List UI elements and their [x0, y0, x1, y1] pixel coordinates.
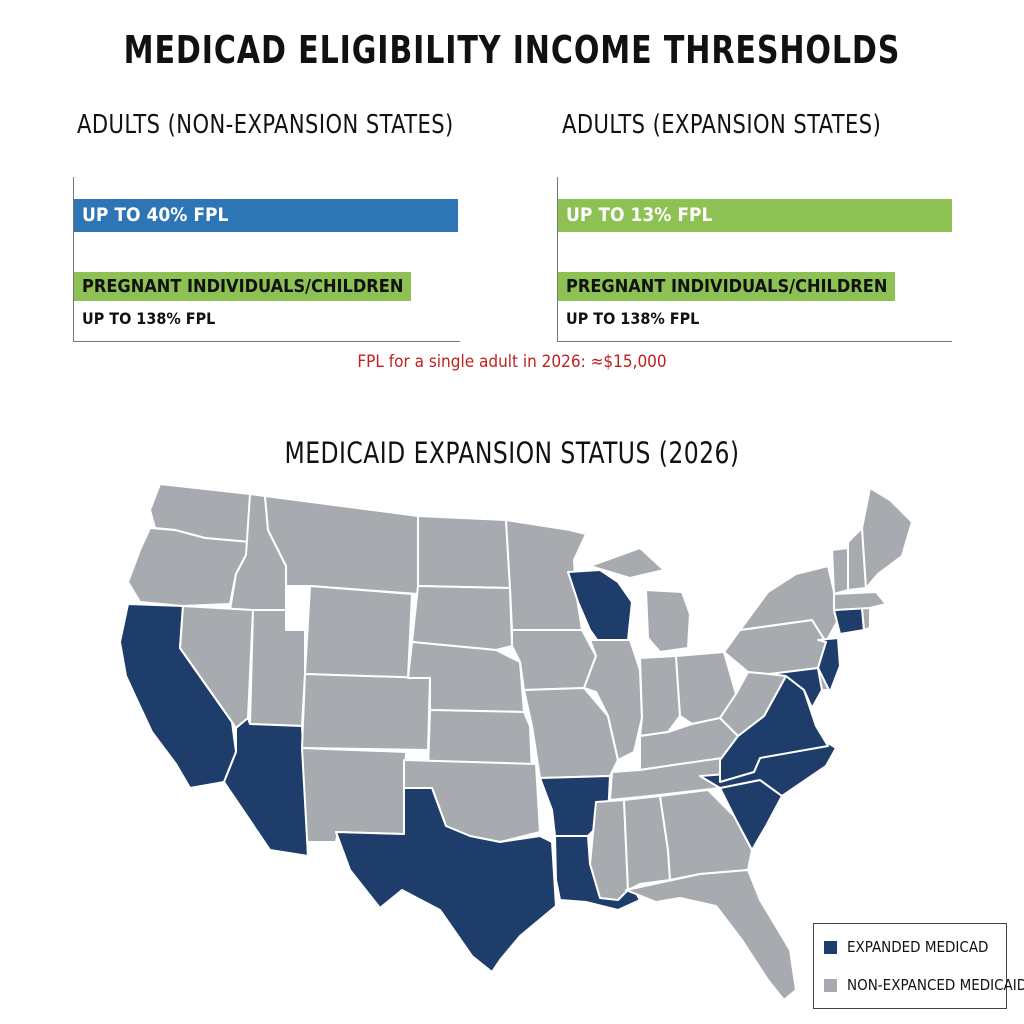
- state-il: [583, 639, 643, 761]
- state-ri: [861, 607, 871, 631]
- left-threshold-panel: UP TO 40% FPL PREGNANT INDIVIDUALS/CHILD…: [73, 177, 460, 342]
- state-mt: [264, 495, 419, 595]
- right-pregnant-children-label: PREGNANT INDIVIDUALS/CHILDREN: [558, 272, 896, 301]
- state-vt: [831, 547, 849, 595]
- legend-label-expanded: EXPANDED MEDICAD: [847, 938, 989, 956]
- fpl-note: FPL for a single adult in 2026: ≈$15,000: [357, 352, 667, 372]
- state-tx: [335, 787, 557, 973]
- legend-item-expanded: EXPANDED MEDICAD: [824, 938, 988, 956]
- non-expansion-adult-bar: UP TO 40% FPL: [74, 199, 458, 232]
- state-mi: [589, 547, 691, 653]
- state-pa: [723, 619, 827, 675]
- page-title: MEDICAD ELIGIBILITY INCOME THRESHOLDS: [123, 28, 901, 72]
- state-ms: [589, 799, 629, 901]
- state-ut: [249, 609, 306, 727]
- expansion-adult-bar: UP TO 13% FPL: [558, 199, 952, 232]
- expanded-swatch: [824, 940, 837, 954]
- state-in: [639, 655, 681, 737]
- state-me: [861, 487, 913, 589]
- state-ia: [511, 629, 597, 691]
- left-pregnant-children-value: UP TO 138% FPL: [82, 309, 216, 328]
- state-ct: [833, 607, 865, 635]
- state-az: [223, 717, 309, 857]
- state-sd: [411, 585, 513, 651]
- state-mo: [523, 687, 619, 779]
- state-nd: [417, 515, 511, 589]
- state-wy: [304, 585, 413, 679]
- left-panel-title: ADULTS (NON-EXPANSION STATES): [77, 110, 454, 140]
- state-ma: [833, 591, 887, 611]
- non-expanded-swatch: [824, 978, 837, 992]
- state-nj: [817, 637, 841, 693]
- map-title: MEDICAID EXPANSION STATUS (2026): [284, 436, 740, 470]
- right-panel-title: ADULTS (EXPANSION STATES): [562, 110, 882, 140]
- state-co: [301, 673, 431, 751]
- state-fl: [625, 869, 797, 1001]
- map-legend: EXPANDED MEDICAD NON-EXPANCED MEDICAID: [813, 923, 1024, 1009]
- legend-label-non-expanded: NON-EXPANCED MEDICAID: [847, 976, 1024, 994]
- right-pregnant-children-value: UP TO 138% FPL: [566, 309, 700, 328]
- us-expansion-map: [119, 483, 913, 1001]
- right-threshold-panel: UP TO 13% FPL PREGNANT INDIVIDUALS/CHILD…: [557, 177, 952, 342]
- left-pregnant-children-label: PREGNANT INDIVIDUALS/CHILDREN: [74, 272, 412, 301]
- legend-item-non-expanded: NON-EXPANCED MEDICAID: [824, 976, 1024, 994]
